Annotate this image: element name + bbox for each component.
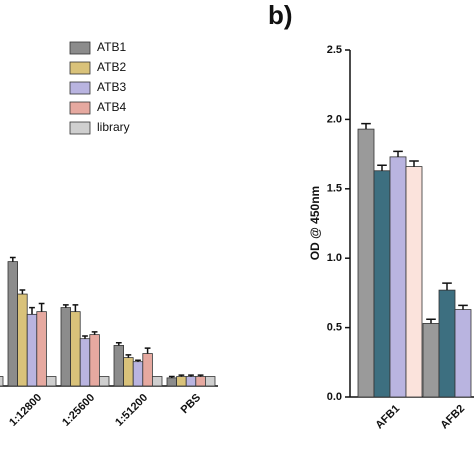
bar — [60, 307, 72, 387]
x-tick-label: 1:51200 — [113, 392, 150, 429]
bar — [89, 334, 100, 387]
x-tick-label: 1:12800 — [7, 392, 44, 429]
bar — [70, 311, 81, 387]
bar — [357, 128, 375, 398]
error-bar — [426, 318, 436, 324]
bar — [405, 166, 423, 398]
y-tick-label: 1.5 — [327, 183, 342, 195]
y-tick-label: 2.0 — [327, 113, 342, 125]
bar — [7, 261, 19, 387]
bar — [422, 323, 440, 398]
bar — [46, 376, 57, 387]
x-tick-label: AFB1 — [373, 403, 402, 432]
bar — [99, 376, 110, 387]
bar — [123, 357, 134, 387]
bar — [142, 353, 153, 387]
error-bar — [91, 331, 98, 335]
legend-swatch — [69, 81, 91, 95]
bar — [438, 289, 456, 398]
legend-label: ATB4 — [97, 100, 126, 114]
error-bar — [9, 256, 16, 262]
error-bar — [168, 375, 175, 378]
y-axis-label: OD @ 450nm — [308, 186, 322, 260]
bar — [176, 376, 187, 387]
error-bar — [442, 282, 452, 291]
x-tick-label: PBS — [179, 392, 203, 416]
bar — [132, 361, 144, 387]
error-bar — [409, 160, 419, 167]
bar — [166, 377, 178, 387]
legend-swatch — [69, 101, 91, 115]
bar — [0, 376, 4, 387]
error-bar — [62, 304, 69, 308]
bar — [36, 311, 47, 387]
x-tick-label: AFB2 — [438, 403, 467, 432]
panel-label: b) — [268, 0, 293, 30]
legend-label: ATB2 — [97, 60, 126, 74]
bar — [113, 345, 125, 387]
x-tick-label: 1:25600 — [60, 392, 97, 429]
error-bar — [29, 306, 35, 315]
error-bar — [144, 347, 151, 354]
bar — [151, 376, 163, 387]
y-tick-label: 0.0 — [327, 391, 342, 403]
legend-label: ATB1 — [97, 40, 126, 54]
error-bar — [178, 374, 185, 377]
error-bar — [19, 289, 26, 295]
bar — [454, 309, 472, 398]
bar — [17, 293, 28, 387]
error-bar — [188, 374, 194, 377]
bar — [373, 170, 391, 398]
error-bar — [125, 354, 132, 358]
error-bar — [393, 150, 403, 157]
error-bar — [135, 359, 141, 362]
legend-swatch — [69, 61, 91, 75]
bar — [389, 156, 407, 398]
error-bar — [38, 302, 45, 312]
error-bar — [377, 164, 387, 171]
bar — [204, 376, 216, 387]
bar — [26, 313, 38, 387]
bar — [79, 338, 91, 387]
error-bar — [115, 341, 122, 346]
bar — [195, 376, 206, 387]
y-tick-label: 2.5 — [327, 44, 342, 56]
legend-label: library — [97, 120, 130, 134]
error-bar — [458, 304, 468, 310]
legend-swatch — [69, 121, 91, 135]
y-tick-label: 0.5 — [327, 322, 342, 334]
y-tick-label: 1.0 — [327, 252, 342, 264]
legend-label: ATB3 — [97, 80, 126, 94]
error-bar — [361, 122, 371, 130]
error-bar — [82, 335, 88, 339]
error-bar — [197, 374, 204, 377]
legend-swatch — [69, 41, 91, 55]
error-bar — [72, 304, 79, 312]
bar — [185, 376, 197, 387]
